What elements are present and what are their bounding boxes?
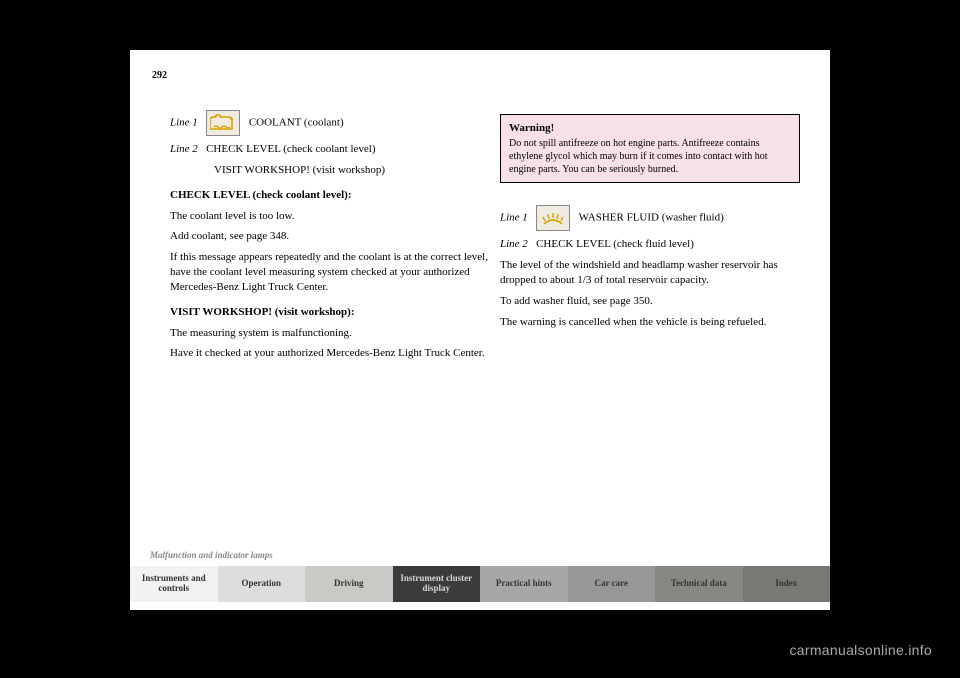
nav-tab-5[interactable]: Car care (568, 566, 656, 602)
line1-text: COOLANT (coolant) (249, 117, 344, 129)
line2-text-a: CHECK LEVEL (check coolant level) (206, 143, 375, 155)
left-p4: The measuring system is malfunctioning. (170, 326, 490, 341)
washer-fluid-icon (536, 205, 570, 231)
left-p5: Have it checked at your authorized Merce… (170, 346, 490, 361)
nav-tab-1[interactable]: Operation (218, 566, 306, 602)
warning-body: Do not spill antifreeze on hot engine pa… (509, 137, 791, 176)
coolant-icon (206, 110, 240, 136)
r-line2-label: Line 2 (500, 238, 528, 250)
r-line2-text: CHECK LEVEL (check fluid level) (536, 238, 694, 250)
right-p1: The level of the windshield and headlamp… (500, 258, 800, 288)
left-p1: The coolant level is too low. (170, 209, 490, 224)
r-line1-label: Line 1 (500, 212, 528, 224)
nav-tab-3[interactable]: Instrument cluster display (393, 566, 481, 602)
manual-page: 292 Line 1 COOLANT (coolant) Line 2 CHEC… (130, 50, 830, 610)
nav-tab-7[interactable]: Index (743, 566, 831, 602)
left-p2: Add coolant, see page 348. (170, 229, 490, 244)
watermark-text: carmanualsonline.info (790, 642, 933, 658)
line1-row: Line 1 COOLANT (coolant) (170, 110, 490, 136)
warning-box: Warning! Do not spill antifreeze on hot … (500, 114, 800, 183)
warning-heading: Warning! (509, 121, 791, 135)
nav-tab-0[interactable]: Instruments and controls (130, 566, 218, 602)
line2-text-b: VISIT WORKSHOP! (visit workshop) (214, 163, 490, 178)
visit-workshop-heading: VISIT WORKSHOP! (visit workshop): (170, 305, 490, 320)
r-line1-text: WASHER FLUID (washer fluid) (579, 212, 724, 224)
nav-tab-2[interactable]: Driving (305, 566, 393, 602)
nav-tab-4[interactable]: Practical hints (480, 566, 568, 602)
footer-section-label: Malfunction and indicator lamps (150, 550, 273, 560)
r-line2-row: Line 2 CHECK LEVEL (check fluid level) (500, 237, 800, 252)
line2-label: Line 2 (170, 143, 198, 155)
bottom-nav: Instruments and controlsOperationDriving… (130, 566, 830, 602)
left-column: Line 1 COOLANT (coolant) Line 2 CHECK LE… (170, 110, 490, 367)
right-p3: The warning is cancelled when the vehicl… (500, 315, 800, 330)
right-column: Warning! Do not spill antifreeze on hot … (500, 110, 800, 336)
nav-tab-6[interactable]: Technical data (655, 566, 743, 602)
check-level-heading: CHECK LEVEL (check coolant level): (170, 188, 490, 203)
spacer (500, 183, 800, 205)
right-p2: To add washer fluid, see page 350. (500, 294, 800, 309)
left-p3: If this message appears repeatedly and t… (170, 250, 490, 295)
r-line1-row: Line 1 WASHER FLUID (washer fluid) (500, 205, 800, 231)
line1-label: Line 1 (170, 117, 198, 129)
line2-row: Line 2 CHECK LEVEL (check coolant level) (170, 142, 490, 157)
page-number: 292 (152, 70, 167, 81)
